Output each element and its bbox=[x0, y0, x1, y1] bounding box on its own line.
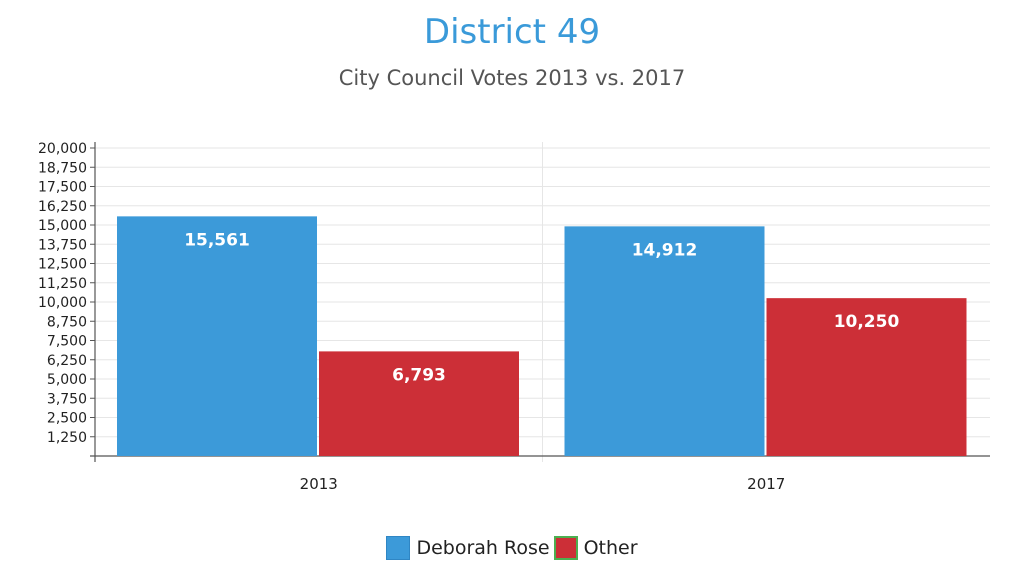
y-tick-label: 10,000 bbox=[38, 295, 87, 311]
data-label: 14,912 bbox=[632, 240, 698, 260]
y-tick-label: 15,000 bbox=[38, 218, 87, 234]
legend-item-deborah-rose[interactable]: Deborah Rose bbox=[386, 536, 550, 560]
y-tick-label: 5,000 bbox=[47, 372, 87, 388]
y-tick-label: 2,500 bbox=[47, 411, 87, 427]
legend-swatch-other bbox=[553, 536, 578, 560]
y-tick-label: 11,250 bbox=[38, 276, 87, 292]
y-tick-label: 17,500 bbox=[38, 180, 87, 196]
bar-deborah-rose-2013 bbox=[117, 216, 317, 456]
data-label: 6,793 bbox=[392, 365, 446, 385]
legend-label-other: Other bbox=[583, 537, 638, 559]
bar-other-2017 bbox=[766, 298, 967, 456]
x-tick-label: 2013 bbox=[300, 475, 338, 493]
y-tick-label: 18,750 bbox=[38, 160, 87, 176]
bar-other-2013 bbox=[319, 351, 519, 456]
y-tick-label: 12,500 bbox=[38, 257, 87, 273]
legend: Deborah Rose Other bbox=[0, 536, 1024, 560]
data-label: 10,250 bbox=[834, 312, 900, 332]
legend-label-deborah-rose: Deborah Rose bbox=[416, 537, 550, 559]
y-tick-label: 6,250 bbox=[47, 353, 87, 369]
y-tick-label: 20,000 bbox=[38, 141, 87, 157]
chart-subtitle: City Council Votes 2013 vs. 2017 bbox=[338, 66, 686, 90]
y-tick-label: 8,750 bbox=[47, 314, 87, 330]
y-tick-label: 13,750 bbox=[38, 237, 87, 253]
x-tick-label: 2017 bbox=[747, 475, 785, 493]
y-tick-label: 3,750 bbox=[47, 391, 87, 407]
y-tick-label: 7,500 bbox=[47, 334, 87, 350]
y-tick-label: 1,250 bbox=[47, 430, 87, 446]
bar-deborah-rose-2017 bbox=[564, 226, 765, 456]
chart-title: District 49 bbox=[423, 12, 601, 52]
legend-swatch-deborah-rose bbox=[386, 536, 411, 560]
y-tick-label: 16,250 bbox=[38, 199, 87, 215]
data-label: 15,561 bbox=[184, 230, 250, 250]
legend-item-other[interactable]: Other bbox=[553, 536, 638, 560]
